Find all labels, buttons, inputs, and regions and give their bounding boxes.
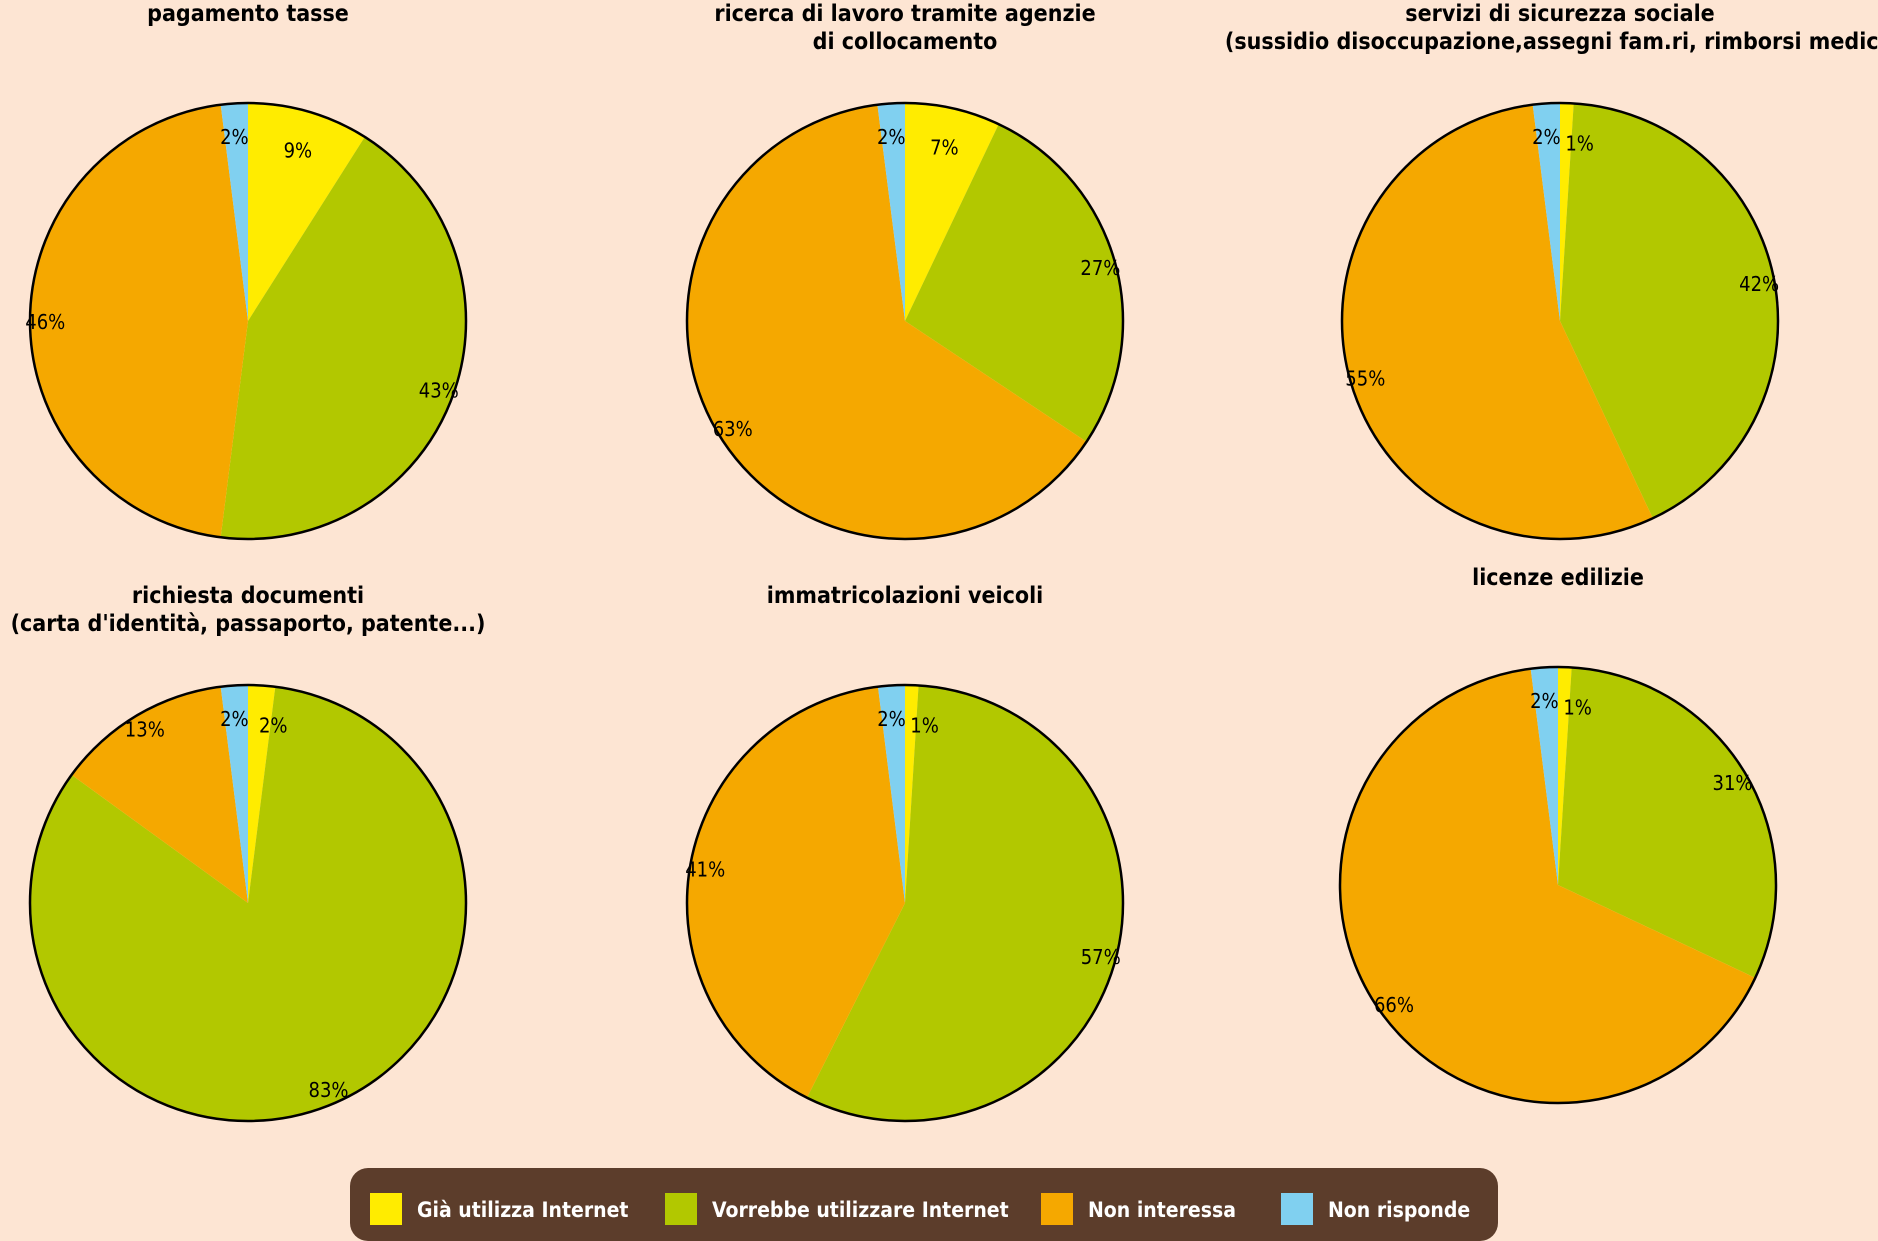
chart-title: ricerca di lavoro tramite agenzie (714, 1, 1095, 27)
pie-chart-3: servizi di sicurezza sociale(sussidio di… (1225, 1, 1878, 541)
slice-gia-utilizza (1560, 103, 1574, 321)
slice-label-vorrebbe-utilizzare: 57% (1081, 945, 1121, 969)
pie-chart-4: richiesta documenti(carta d'identità, pa… (11, 583, 486, 1123)
slice-vorrebbe-utilizzare (905, 124, 1123, 442)
pie-outline (685, 101, 1125, 541)
legend-swatch-gia-utilizza (370, 1193, 402, 1225)
slice-label-non-risponde: 2% (1532, 125, 1561, 149)
pie-outline (28, 683, 468, 1123)
slice-non-interessa (687, 104, 1087, 540)
slice-vorrebbe-utilizzare (1558, 667, 1776, 978)
pie-chart-6: licenze edilizie 1% 31% 66% 2% (1338, 565, 1778, 1105)
legend-swatch-non-interessa (1041, 1193, 1073, 1225)
chart-title: licenze edilizie (1472, 565, 1644, 591)
chart-title: (carta d'identità, passaporto, patente..… (11, 611, 486, 637)
slice-label-vorrebbe-utilizzare: 42% (1739, 272, 1779, 296)
slice-non-risponde (220, 103, 248, 321)
slice-label-vorrebbe-utilizzare: 31% (1713, 771, 1753, 795)
pie-chart-5: immatricolazioni veicoli 1% 57% 41% 2% (685, 583, 1125, 1123)
slice-non-risponde (1532, 103, 1560, 321)
slice-label-non-interessa: 41% (685, 857, 725, 881)
chart-title: richiesta documenti (132, 583, 364, 609)
pie-chart-1: pagamento tasse 9% 43% 46% 2% (25, 1, 468, 541)
slice-non-interessa (1339, 668, 1756, 1103)
slice-label-non-risponde: 2% (220, 707, 249, 731)
slice-label-non-risponde: 2% (1530, 689, 1559, 713)
slice-gia-utilizza (1558, 666, 1572, 885)
slice-label-non-interessa: 66% (1374, 993, 1414, 1017)
chart-title: servizi di sicurezza sociale (1405, 1, 1714, 27)
pie-outline (1338, 665, 1778, 1105)
slice-non-interessa (686, 686, 905, 1098)
slice-label-gia-utilizza: 1% (910, 713, 939, 737)
slice-label-non-interessa: 46% (25, 310, 65, 334)
slice-label-gia-utilizza: 1% (1563, 695, 1592, 719)
legend-swatch-non-risponde (1281, 1193, 1313, 1225)
pie-outline (28, 101, 468, 541)
pie-outline (685, 683, 1125, 1123)
slice-vorrebbe-utilizzare (1560, 103, 1779, 519)
legend-label: Non risponde (1328, 1198, 1470, 1222)
slice-label-gia-utilizza: 7% (930, 136, 959, 160)
slice-gia-utilizza (248, 685, 276, 903)
legend-label: Già utilizza Internet (417, 1198, 628, 1222)
slice-non-risponde (220, 685, 248, 903)
slice-gia-utilizza (905, 685, 919, 903)
slice-vorrebbe-utilizzare (806, 685, 1123, 1121)
slice-label-non-interessa: 55% (1345, 367, 1385, 391)
slice-non-risponde (877, 684, 905, 903)
slice-label-non-risponde: 2% (877, 707, 906, 731)
legend: Già utilizza Internet Vorrebbe utilizzare… (350, 1168, 1498, 1241)
slice-label-vorrebbe-utilizzare: 83% (309, 1078, 349, 1102)
slice-non-risponde (877, 103, 905, 321)
slice-gia-utilizza (905, 103, 999, 321)
slice-label-gia-utilizza: 9% (284, 138, 313, 162)
chart-title: pagamento tasse (147, 1, 349, 27)
slice-label-non-risponde: 2% (877, 125, 906, 149)
slice-label-gia-utilizza: 1% (1565, 131, 1594, 155)
slice-non-interessa (71, 686, 248, 903)
slice-non-risponde (1530, 666, 1558, 885)
slice-non-interessa (1342, 104, 1653, 539)
pie-outline (1340, 101, 1780, 541)
slice-vorrebbe-utilizzare (220, 136, 467, 539)
chart-title: di collocamento (813, 29, 998, 55)
chart-title: immatricolazioni veicoli (767, 583, 1044, 609)
chart-title: (sussidio disoccupazione,assegni fam.ri,… (1225, 29, 1878, 55)
legend-swatch-vorrebbe-utilizzare (665, 1193, 697, 1225)
slice-non-interessa (29, 104, 248, 538)
slice-label-non-risponde: 2% (220, 125, 249, 149)
slice-label-non-interessa: 63% (713, 417, 753, 441)
slice-label-vorrebbe-utilizzare: 43% (419, 379, 459, 403)
legend-label: Vorrebbe utilizzare Internet (712, 1198, 1009, 1222)
legend-label: Non interessa (1088, 1198, 1236, 1222)
legend-background (350, 1168, 1498, 1241)
slice-label-gia-utilizza: 2% (259, 714, 288, 738)
slice-label-vorrebbe-utilizzare: 27% (1080, 256, 1120, 280)
slice-gia-utilizza (248, 103, 365, 321)
slice-vorrebbe-utilizzare (30, 686, 466, 1121)
slice-label-non-interessa: 13% (125, 717, 165, 741)
